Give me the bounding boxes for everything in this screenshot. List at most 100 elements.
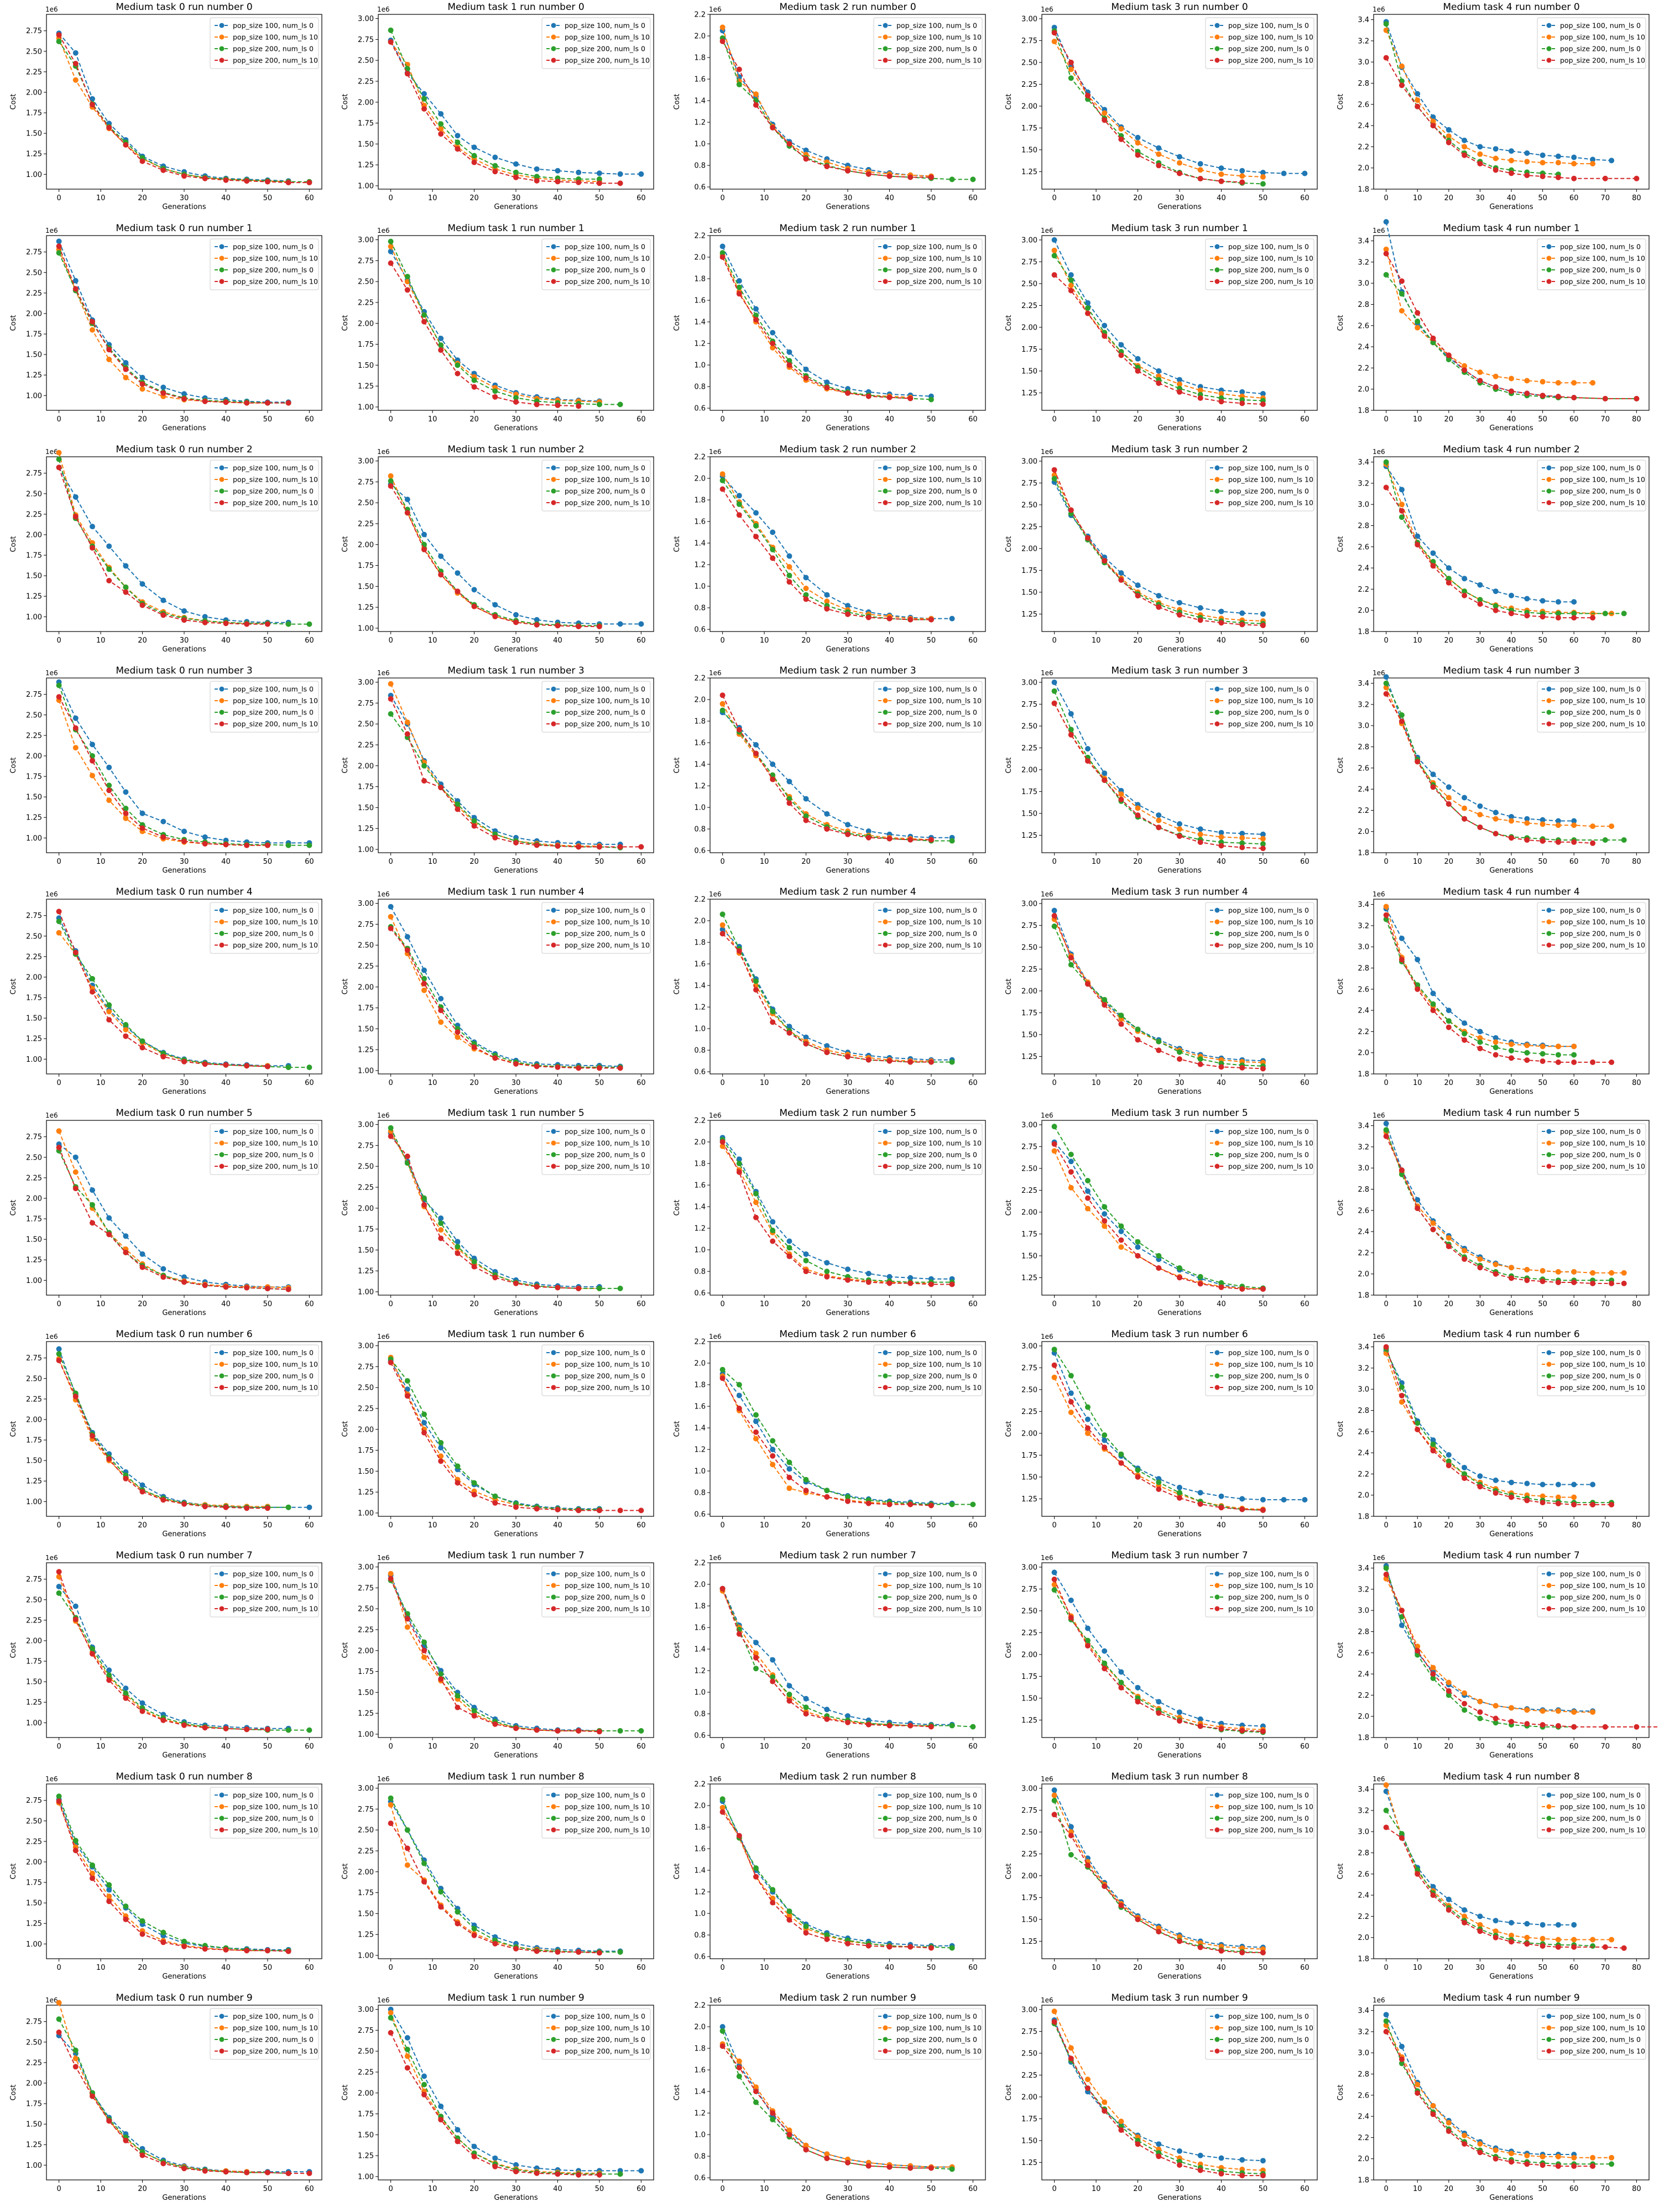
data-point [421,967,427,973]
legend-label: pop_size 200, num_ls 10 [1228,1384,1313,1392]
series-line [58,459,310,625]
data-point [824,826,830,832]
data-point [388,1133,394,1139]
legend-label: pop_size 200, num_ls 10 [896,1384,982,1392]
legend-marker [551,1815,556,1821]
data-point [56,2016,62,2022]
data-point [928,1281,934,1287]
x-tick-label: 40 [1507,858,1516,866]
y-tick-label: 2.50 [1021,59,1037,67]
y-exponent-label: 1e6 [1373,669,1385,677]
data-point [455,371,461,377]
data-point [1085,1188,1091,1194]
data-point [786,1698,792,1704]
x-tick-label: 40 [553,637,562,645]
data-point [949,176,955,182]
data-point [719,477,726,483]
data-point [471,1491,477,1498]
subplot-title: Medium task 4 run number 4 [1443,886,1579,898]
x-tick-label: 0 [388,637,393,645]
data-point [1239,1949,1245,1955]
y-exponent-label: 1e6 [1373,227,1385,234]
x-axis-label: Generations [162,1530,206,1538]
legend-label: pop_size 100, num_ls 0 [896,22,977,30]
data-point [1281,1497,1287,1503]
data-point [949,1059,955,1065]
legend-box [541,460,651,512]
data-point [770,555,776,561]
data-point [106,1009,112,1015]
data-point [181,173,187,179]
legend-label: pop_size 100, num_ls 0 [1560,1349,1641,1357]
data-point [492,388,498,394]
data-point [928,617,934,623]
x-tick-label: 60 [1300,637,1310,645]
legend-label: pop_size 200, num_ls 10 [233,1162,318,1171]
data-point [404,1862,410,1868]
data-point [824,598,830,604]
data-point [576,844,582,850]
subplot-title: Medium task 1 run number 9 [447,1992,584,2004]
y-tick-label: 1.75 [1021,1009,1037,1018]
data-point [907,174,914,180]
x-tick-label: 10 [1413,637,1422,645]
x-tick-label: 0 [56,1964,61,1972]
data-point [455,362,461,368]
data-point [770,345,776,351]
data-point [865,614,872,620]
y-tick-label: 2.50 [26,1817,42,1825]
x-tick-label: 10 [428,2185,437,2193]
data-point [970,1501,976,1507]
data-point [1415,319,1421,325]
data-point [1177,821,1182,827]
x-tick-label: 30 [843,1300,853,1308]
y-axis-label: Cost [9,94,18,110]
data-point [1415,103,1421,109]
y-tick-label: 2.75 [358,36,374,44]
data-point [1446,1463,1452,1469]
legend-label: pop_size 200, num_ls 10 [896,1162,982,1171]
y-tick-label: 1.75 [26,331,42,339]
data-point [139,602,145,608]
data-point [1415,759,1421,765]
legend-marker [1214,931,1220,936]
data-point [106,566,112,572]
subplot: Medium task 0 run number 90 10 20 30 40 50 601… [9,1992,322,2202]
y-exponent-label: 1e6 [45,6,58,13]
y-tick-label: 3.00 [358,1121,374,1129]
data-point [1399,1392,1405,1399]
x-tick-label: 60 [637,415,646,424]
y-tick-label: 0.6 [694,1068,706,1077]
x-axis-label: Generations [162,645,206,654]
series-line [1053,919,1263,1063]
y-tick-label: 0.6 [694,1511,706,1519]
data-point [719,471,726,477]
data-point [438,126,444,132]
x-tick-label: 60 [305,194,314,202]
data-point [1477,1922,1483,1928]
series-line [722,695,931,841]
data-point [1571,1724,1577,1730]
data-point [244,1285,250,1291]
legend-marker [219,1385,225,1390]
data-point [1260,1507,1266,1513]
subplot-title: Medium task 1 run number 6 [447,1329,584,1340]
data-point [56,919,62,925]
data-point [1430,771,1436,778]
y-axis-label: Cost [9,1421,18,1437]
y-exponent-label: 1e6 [709,1112,722,1119]
y-tick-label: 2.25 [1021,81,1037,89]
data-point [139,158,145,164]
data-point [244,1505,250,1511]
data-point [139,1708,145,1714]
data-point [1493,1928,1499,1934]
legend-label: pop_size 100, num_ls 10 [1560,1803,1645,1811]
data-point [1540,821,1546,827]
y-exponent-label: 1e6 [1373,1554,1385,1562]
data-point [285,2171,291,2177]
data-point [1509,1705,1514,1711]
y-tick-label: 2.4 [1358,565,1369,573]
